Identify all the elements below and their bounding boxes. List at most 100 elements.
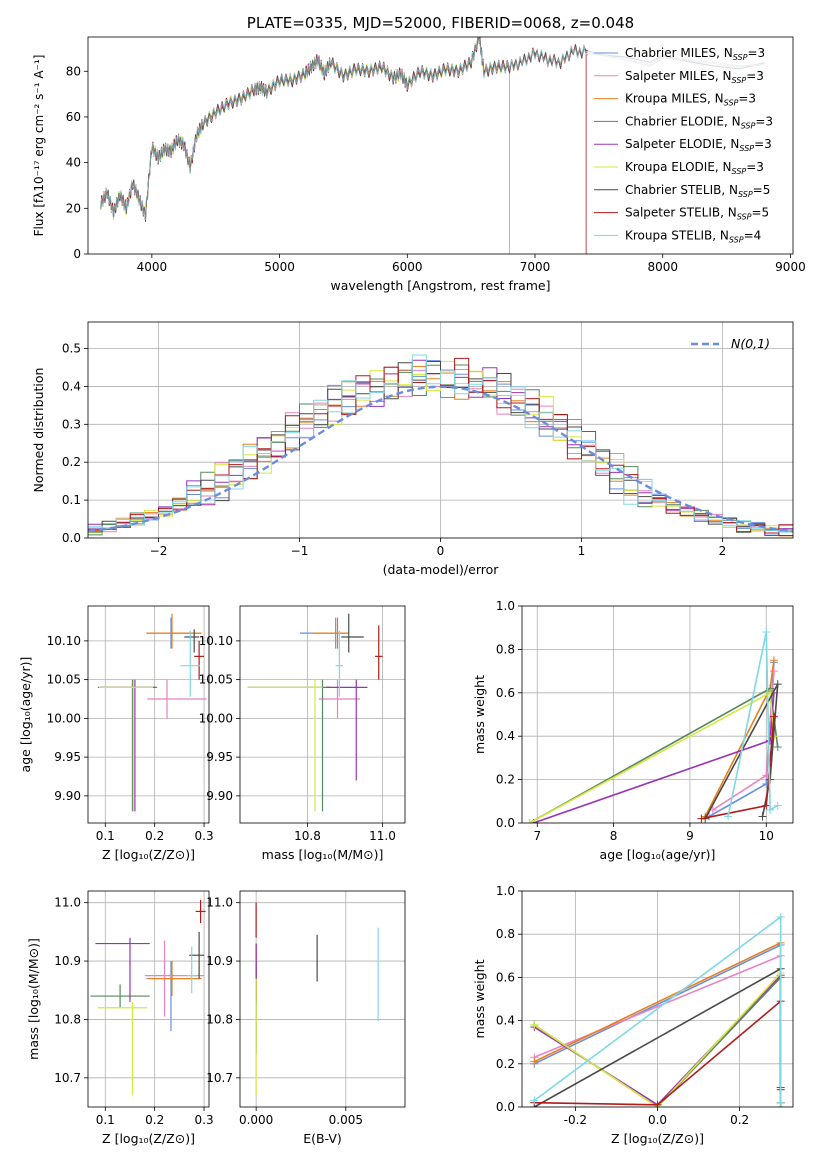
legend-label-part: =3 xyxy=(755,114,773,128)
y-axis-label: mass [log₁₀(M/M⊙)] xyxy=(26,938,41,1060)
legend-label-subscript: SSP xyxy=(733,53,748,62)
x-axis-label: (data-model)/error xyxy=(383,562,500,577)
legend-label: Kroupa MILES, NSSP=3 xyxy=(625,92,756,108)
legend-label-part: Salpeter STELIB, N xyxy=(625,206,737,220)
y-tick-label: 0.1 xyxy=(62,493,81,507)
x-axis-label: mass [log₁₀(M/M⊙)] xyxy=(262,847,384,862)
x-tick-label: 2 xyxy=(719,544,727,558)
y-tick-label: 10.8 xyxy=(206,1012,233,1026)
x-tick-label: 9000 xyxy=(775,260,806,274)
legend-label-part: Kroupa MILES, N xyxy=(625,92,724,106)
legend-label-part: =3 xyxy=(754,137,772,151)
legend-label-part: =3 xyxy=(738,92,756,106)
y-axis-label: mass weight xyxy=(472,959,487,1038)
normal-reference-curve xyxy=(88,385,793,533)
x-tick-label: 0.005 xyxy=(329,1113,363,1127)
y-tick-label: 60 xyxy=(66,110,81,124)
legend-label-part: Kroupa STELIB, N xyxy=(625,228,729,242)
legend-label: Kroupa ELODIE, NSSP=3 xyxy=(625,160,764,176)
y-tick-label: 10.10 xyxy=(199,634,233,648)
x-tick-label: 11.0 xyxy=(369,829,396,843)
legend-label-subscript: SSP xyxy=(729,235,744,244)
legend-label-part: =5 xyxy=(753,183,771,197)
y-tick-label: 0.2 xyxy=(62,455,81,469)
panel-spectrum: 4000 5000 6000 7000 8000 9000 0 20 40 60 80 wavelen… xyxy=(32,36,806,293)
y-tick-label: 0.6 xyxy=(496,970,515,984)
legend-label-subscript: SSP xyxy=(739,144,754,153)
panel-mass-vs-ebv: 0.000 0.005 10.7 10.8 10.9 11.0 E(B-V) xyxy=(206,890,406,1146)
panel-mass-weight-vs-Z: -0.2 0.0 0.2 0.0 0.2 0.4 0.6 0.8 1.0 Z [log₁₀(Z/Z… xyxy=(472,884,794,1146)
x-tick-label: 8000 xyxy=(647,260,678,274)
y-tick-label: 0.8 xyxy=(496,642,515,656)
x-axis-label: Z [log₁₀(Z/Z⊙)] xyxy=(102,1131,195,1146)
y-axis-label: age [log₁₀(age/yr)] xyxy=(18,657,33,773)
legend-label-part: Chabrier STELIB, N xyxy=(625,183,738,197)
legend-label-subscript: SSP xyxy=(724,99,739,108)
y-tick-label: 40 xyxy=(66,156,81,170)
plot-area xyxy=(240,606,405,823)
y-axis-label: mass weight xyxy=(472,675,487,754)
x-tick-label: 7 xyxy=(533,829,541,843)
legend-label-part: =3 xyxy=(746,69,764,83)
panel-histogram: −2 −1 0 1 2 0.0 0.1 0.2 0.3 0.4 0.5 (data-model)/er… xyxy=(31,321,794,577)
x-tick-label: 1 xyxy=(578,544,586,558)
legend-label-subscript: SSP xyxy=(741,121,756,130)
y-tick-label: 10.9 xyxy=(206,954,233,968)
legend-label-subscript: SSP xyxy=(738,190,753,199)
y-tick-label: 9.95 xyxy=(54,750,81,764)
legend-label-part: Kroupa ELODIE, N xyxy=(625,160,732,174)
legend-label: Kroupa STELIB, NSSP=4 xyxy=(625,228,761,244)
y-tick-label: 0.4 xyxy=(496,1014,515,1028)
x-axis-label: Z [log₁₀(Z/Z⊙)] xyxy=(102,847,195,862)
y-tick-label: 0 xyxy=(73,247,81,261)
axes-frame xyxy=(239,605,406,824)
y-tick-label: 1.0 xyxy=(496,884,515,898)
legend-label: Chabrier MILES, NSSP=3 xyxy=(625,46,765,62)
legend-label: Salpeter MILES, NSSP=3 xyxy=(625,69,764,85)
y-tick-label: 0.0 xyxy=(496,1100,515,1114)
y-tick-label: 0.0 xyxy=(496,816,515,830)
x-axis-label: E(B-V) xyxy=(303,1131,342,1146)
y-tick-label: 9.90 xyxy=(206,789,233,803)
x-axis-label: wavelength [Angstrom, rest frame] xyxy=(330,278,550,293)
y-tick-label: 0.3 xyxy=(62,417,81,431)
panel-mass-vs-Z: 0.1 0.2 0.3 10.7 10.8 10.9 11.0 Z [log₁₀(Z/Z⊙)]… xyxy=(26,890,214,1146)
y-tick-label: 0.4 xyxy=(496,729,515,743)
plot-area xyxy=(100,37,765,254)
legend-label: N(0,1) xyxy=(731,336,770,351)
legend-label-part: =3 xyxy=(747,46,765,60)
x-tick-label: 7000 xyxy=(520,260,551,274)
legend-label-part: =5 xyxy=(751,206,769,220)
y-tick-label: 10.00 xyxy=(199,711,233,725)
legend-label-subscript: SSP xyxy=(732,76,747,85)
x-tick-label: 6000 xyxy=(392,260,423,274)
legend-label-part: Salpeter MILES, N xyxy=(625,69,732,83)
legend-label: Chabrier STELIB, NSSP=5 xyxy=(625,183,770,199)
legend-label-part: =3 xyxy=(746,160,764,174)
axes-frame xyxy=(521,605,794,824)
y-tick-label: 80 xyxy=(66,64,81,78)
x-tick-label: -0.2 xyxy=(564,1113,587,1127)
x-axis-label: age [log₁₀(age/yr)] xyxy=(600,847,716,862)
x-tick-label: 0.2 xyxy=(145,829,164,843)
legend-label-part: =4 xyxy=(744,228,762,242)
y-axis-label: Normed distribution xyxy=(31,368,46,493)
y-tick-label: 0.2 xyxy=(496,773,515,787)
x-tick-label: 10 xyxy=(759,829,774,843)
x-tick-label: 0.3 xyxy=(195,829,214,843)
y-tick-label: 10.10 xyxy=(47,634,81,648)
y-tick-label: 0.8 xyxy=(496,927,515,941)
data-spectrum-line xyxy=(100,37,587,220)
x-tick-label: 0.1 xyxy=(96,1113,115,1127)
x-tick-label: 9 xyxy=(686,829,694,843)
legend-label-subscript: SSP xyxy=(737,213,752,222)
x-tick-label: −2 xyxy=(150,544,168,558)
y-tick-label: 9.90 xyxy=(54,789,81,803)
y-tick-label: 10.7 xyxy=(54,1071,81,1085)
legend-label-part: Chabrier ELODIE, N xyxy=(625,114,741,128)
x-tick-label: 0.3 xyxy=(195,1113,214,1127)
x-tick-label: 8 xyxy=(610,829,618,843)
x-axis-label: Z [log₁₀(Z/Z⊙)] xyxy=(611,1131,704,1146)
y-tick-label: 10.7 xyxy=(206,1071,233,1085)
